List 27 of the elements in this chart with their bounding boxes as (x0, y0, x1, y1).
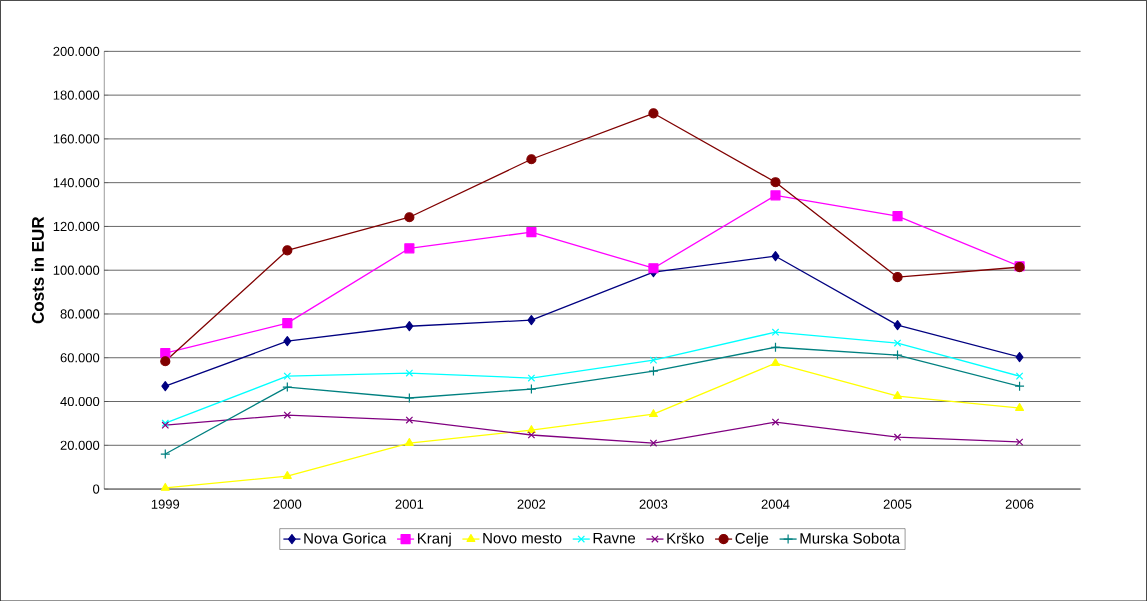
y-axis-title: Costs in EUR (31, 216, 44, 324)
x-tick-label: 2003 (639, 499, 668, 509)
x-tick-label: 2002 (517, 499, 546, 509)
x-tick-label: 2001 (395, 499, 424, 509)
y-tick-label: 200.000 (53, 46, 100, 56)
x-tick-label: 1999 (151, 499, 180, 509)
y-tick-label: 180.000 (53, 90, 100, 100)
legend-label: Novo mesto (483, 532, 562, 544)
y-tick-label: 0 (93, 484, 100, 494)
legend-label: Murska Sobota (800, 532, 901, 544)
x-tick-label: 2006 (1005, 499, 1034, 509)
y-tick-label: 80.000 (60, 309, 100, 319)
legend-label: Krško (667, 532, 704, 544)
x-tick-label: 2004 (761, 499, 790, 509)
legend-label: Kranj (417, 532, 451, 547)
y-tick-label: 60.000 (60, 352, 100, 363)
y-tick-label: 140.000 (53, 177, 100, 188)
legend-label: Celje (735, 532, 769, 547)
y-tick-label: 160.000 (53, 134, 100, 144)
x-tick-label: 2000 (273, 499, 302, 509)
y-tick-label: 120.000 (53, 221, 100, 231)
y-tick-label: 20.000 (60, 440, 100, 450)
legend-label: Nova Gorica (304, 532, 387, 544)
legend-label: Ravne (593, 532, 636, 544)
y-tick-label: 40.000 (60, 396, 100, 406)
x-tick-label: 2005 (883, 499, 912, 509)
y-tick-label: 100.000 (53, 265, 100, 275)
